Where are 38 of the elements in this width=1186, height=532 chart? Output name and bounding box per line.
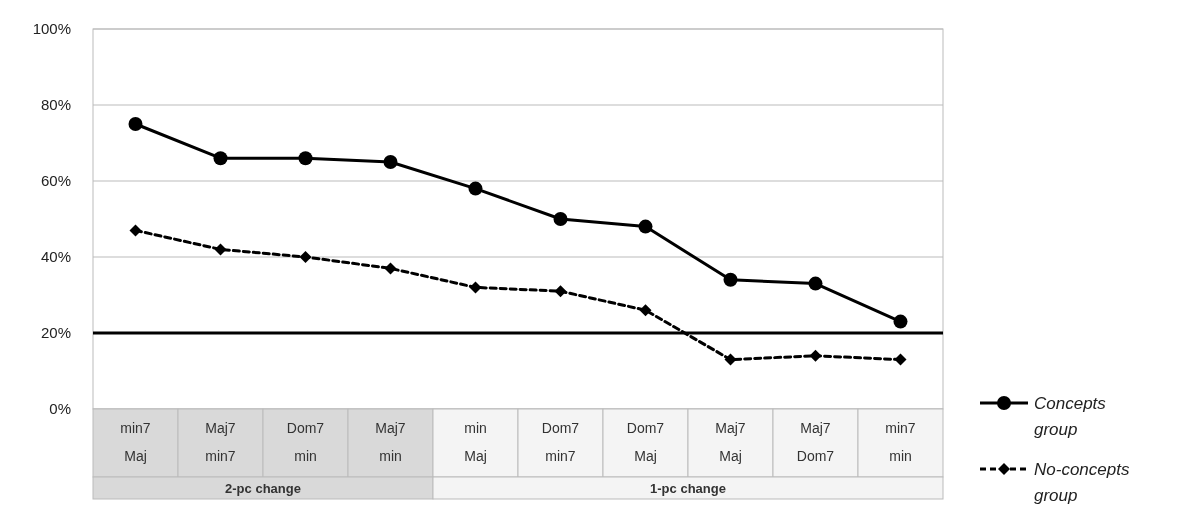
legend-label: No-concepts group	[1034, 459, 1130, 505]
point	[214, 243, 227, 256]
point	[553, 212, 568, 226]
x-tick-label: Dom7 min	[286, 420, 325, 464]
x-tick-label: min7 Maj	[120, 420, 151, 464]
point	[384, 262, 397, 275]
x-tick-label: Maj7 Maj	[715, 420, 746, 464]
point	[213, 151, 228, 166]
point	[468, 181, 483, 196]
x-tick-label: Dom7 min7	[541, 420, 580, 464]
point	[893, 314, 908, 329]
point	[383, 155, 398, 169]
y-tick-label: 100%	[32, 20, 71, 38]
x-tick-label: min Maj	[464, 420, 487, 464]
x-tick-label: Maj7 min	[375, 420, 406, 464]
point	[298, 151, 313, 166]
y-tick-label: 60%	[40, 172, 71, 190]
point	[554, 285, 567, 298]
text: 1-pc change	[650, 481, 726, 496]
y-tick-label: 0%	[49, 400, 71, 418]
point	[808, 276, 823, 291]
y-tick-label: 80%	[40, 96, 71, 114]
x-tick-label: Dom7 Maj	[626, 420, 665, 464]
legend-label: Concepts group	[1034, 393, 1107, 439]
point	[638, 219, 653, 234]
y-tick-label: 20%	[40, 324, 71, 342]
x-tick-label: Maj7 min7	[205, 420, 236, 464]
text: 2-pc change	[225, 481, 301, 496]
point	[809, 349, 822, 362]
x-tick-label: min7 min	[885, 420, 916, 464]
y-tick-label: 40%	[40, 248, 71, 266]
point	[894, 353, 907, 366]
point	[128, 117, 143, 131]
point	[299, 251, 312, 263]
point	[129, 224, 142, 237]
point	[723, 272, 738, 287]
x-tick-label: Maj7 Dom7	[796, 420, 835, 464]
point	[639, 304, 652, 317]
